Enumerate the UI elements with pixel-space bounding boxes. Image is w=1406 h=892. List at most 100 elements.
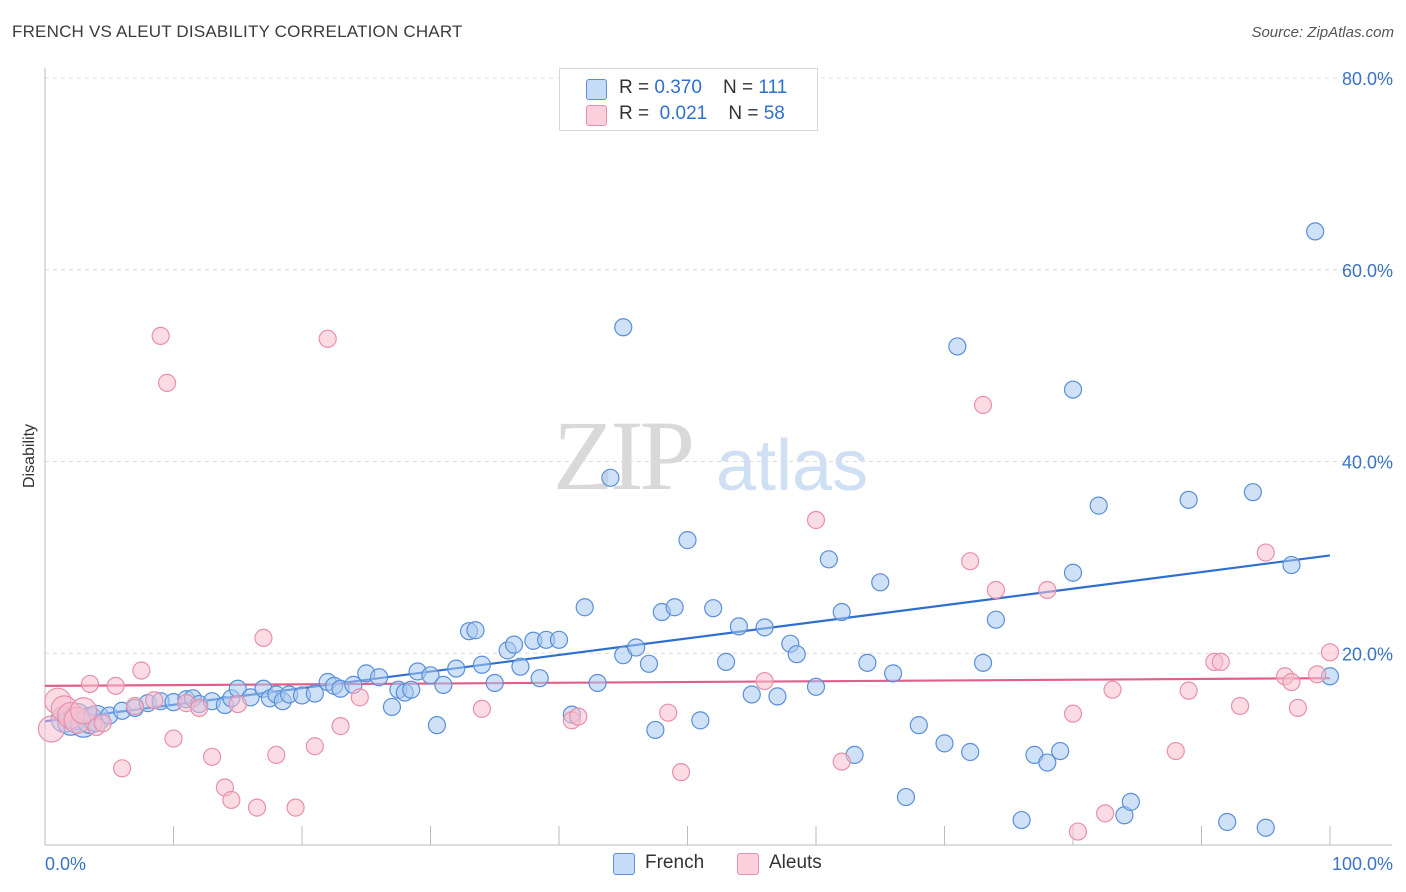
aleuts-point bbox=[164, 729, 183, 748]
french-point bbox=[716, 652, 736, 671]
aleuts-point bbox=[145, 691, 164, 710]
french-point bbox=[787, 645, 806, 664]
aleuts-point bbox=[190, 698, 209, 717]
french-point bbox=[858, 653, 877, 672]
aleuts-point bbox=[106, 676, 125, 695]
aleuts-point bbox=[267, 745, 286, 764]
french-legend-swatch bbox=[613, 853, 635, 875]
aleuts-legend-label: Aleuts bbox=[769, 852, 822, 873]
correlation-legend: R = 0.370 N = 111 R = 0.021 N = 58 bbox=[559, 68, 818, 131]
aleuts-point bbox=[228, 694, 247, 714]
aleuts-point bbox=[1166, 741, 1185, 761]
french-point bbox=[768, 687, 787, 706]
french-r-label: R = bbox=[619, 77, 655, 98]
french-points bbox=[50, 222, 1340, 837]
y-axis-title: Disability bbox=[21, 424, 38, 488]
aleuts-point bbox=[659, 703, 678, 722]
aleuts-point bbox=[1096, 804, 1115, 823]
french-point bbox=[1038, 753, 1057, 772]
french-point bbox=[665, 598, 684, 617]
french-point bbox=[626, 638, 646, 657]
french-point bbox=[806, 677, 826, 696]
french-point bbox=[511, 657, 530, 676]
aleuts-point bbox=[202, 747, 222, 766]
aleuts-point bbox=[832, 752, 851, 771]
y-tick-label: 40.0% bbox=[1342, 453, 1393, 473]
french-point bbox=[1179, 490, 1198, 509]
french-point bbox=[678, 531, 697, 550]
aleuts-point bbox=[1288, 698, 1307, 717]
y-tick-label: 20.0% bbox=[1342, 644, 1393, 664]
axis-labels: 20.0% 40.0% 60.0% 80.0% 0.0% 100.0% Disability bbox=[21, 69, 1393, 874]
aleuts-point bbox=[93, 714, 112, 733]
french-point bbox=[1063, 380, 1083, 399]
watermark-zip: ZIP bbox=[553, 400, 695, 511]
aleuts-legend-swatch bbox=[737, 853, 759, 875]
aleuts-point bbox=[254, 628, 273, 648]
aleuts-point bbox=[1256, 543, 1275, 562]
french-point bbox=[986, 610, 1006, 629]
aleuts-point bbox=[80, 674, 100, 694]
french-point bbox=[755, 618, 774, 637]
aleuts-n-label: N = bbox=[728, 103, 764, 124]
french-point bbox=[427, 716, 447, 735]
french-point bbox=[742, 685, 761, 704]
french-point bbox=[485, 673, 504, 693]
aleuts-point bbox=[69, 697, 98, 725]
aleuts-point bbox=[37, 715, 66, 743]
aleuts-points bbox=[37, 326, 1340, 841]
french-point bbox=[1218, 812, 1237, 832]
aleuts-point bbox=[1211, 652, 1230, 671]
french-point bbox=[1051, 741, 1070, 761]
aleuts-r-value: 0.021 bbox=[659, 103, 708, 124]
aleuts-point bbox=[986, 580, 1006, 600]
french-point bbox=[646, 720, 665, 740]
aleuts-point bbox=[132, 661, 151, 680]
french-point bbox=[832, 602, 851, 622]
aleuts-point bbox=[151, 326, 170, 346]
aleuts-point bbox=[569, 707, 588, 726]
french-point bbox=[504, 635, 524, 654]
y-tick-label: 60.0% bbox=[1342, 261, 1393, 281]
french-point bbox=[1282, 555, 1301, 575]
french-point bbox=[948, 337, 967, 356]
aleuts-swatch bbox=[586, 105, 607, 126]
aleuts-point bbox=[1282, 672, 1301, 692]
aleuts-point bbox=[671, 763, 691, 782]
source-label: Source: ZipAtlas.com bbox=[1251, 24, 1394, 41]
french-point bbox=[1243, 483, 1263, 502]
french-point bbox=[883, 664, 903, 683]
aleuts-point bbox=[125, 696, 145, 716]
french-point bbox=[601, 468, 620, 487]
watermark-atlas: atlas bbox=[716, 426, 869, 506]
aleuts-point bbox=[1179, 681, 1198, 700]
aleuts-n-value: 58 bbox=[763, 103, 785, 124]
french-point bbox=[421, 666, 440, 685]
aleuts-point bbox=[1038, 580, 1057, 600]
aleuts-point bbox=[472, 699, 491, 718]
x-tick-label: 100.0% bbox=[1332, 854, 1393, 874]
aleuts-r-label: R = bbox=[619, 103, 655, 124]
aleuts-point bbox=[1063, 704, 1083, 723]
french-point bbox=[973, 653, 993, 672]
french-point bbox=[639, 654, 659, 673]
aleuts-point bbox=[305, 737, 324, 756]
aleuts-point bbox=[222, 790, 241, 810]
french-point bbox=[961, 742, 980, 762]
french-point bbox=[472, 655, 491, 674]
y-tick-label: 80.0% bbox=[1342, 69, 1393, 89]
axes bbox=[44, 68, 1392, 846]
aleuts-point bbox=[806, 510, 826, 530]
french-n-value: 111 bbox=[758, 77, 788, 98]
french-point bbox=[1012, 810, 1031, 830]
aleuts-point bbox=[157, 373, 177, 392]
aleuts-point bbox=[1230, 696, 1250, 716]
aleuts-point bbox=[350, 688, 369, 707]
french-point bbox=[588, 673, 607, 693]
french-point bbox=[434, 675, 453, 694]
french-n-label: N = bbox=[723, 77, 759, 98]
french-point bbox=[691, 711, 710, 730]
aleuts-point bbox=[973, 395, 993, 415]
french-point bbox=[729, 617, 749, 636]
